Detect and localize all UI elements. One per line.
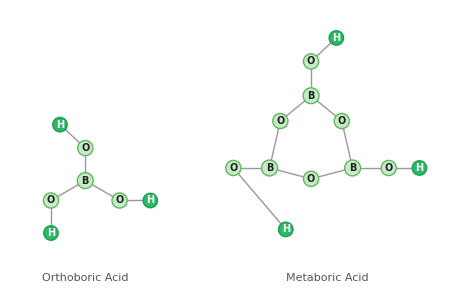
- Text: O: O: [47, 195, 55, 205]
- Text: H: H: [47, 228, 55, 238]
- Text: O: O: [307, 174, 315, 184]
- Text: H: H: [332, 33, 340, 43]
- Text: O: O: [276, 116, 284, 126]
- Circle shape: [112, 193, 127, 208]
- Circle shape: [303, 88, 319, 104]
- Text: B: B: [266, 163, 273, 173]
- Text: H: H: [282, 224, 290, 234]
- Circle shape: [345, 160, 361, 176]
- Text: B: B: [82, 176, 89, 186]
- Circle shape: [381, 160, 396, 175]
- Circle shape: [226, 160, 241, 175]
- Text: H: H: [56, 120, 64, 130]
- Text: Metaboric Acid: Metaboric Acid: [286, 273, 369, 283]
- Circle shape: [329, 31, 344, 45]
- Text: O: O: [307, 56, 315, 66]
- Circle shape: [77, 173, 93, 188]
- Text: O: O: [229, 163, 237, 173]
- Text: O: O: [384, 163, 393, 173]
- Circle shape: [44, 226, 58, 240]
- Circle shape: [53, 117, 67, 132]
- Circle shape: [273, 113, 288, 129]
- Circle shape: [303, 54, 319, 69]
- Text: O: O: [81, 143, 90, 153]
- Text: O: O: [116, 195, 124, 205]
- Circle shape: [412, 161, 427, 175]
- Circle shape: [334, 113, 349, 129]
- Text: B: B: [349, 163, 356, 173]
- Text: O: O: [337, 116, 346, 126]
- Circle shape: [279, 222, 293, 237]
- Circle shape: [143, 193, 157, 208]
- Circle shape: [43, 193, 59, 208]
- Text: H: H: [415, 163, 423, 173]
- Text: B: B: [307, 91, 315, 101]
- Text: H: H: [146, 195, 155, 205]
- Text: Orthoboric Acid: Orthoboric Acid: [42, 273, 128, 283]
- Circle shape: [78, 140, 93, 156]
- Circle shape: [303, 171, 319, 186]
- Circle shape: [262, 160, 277, 176]
